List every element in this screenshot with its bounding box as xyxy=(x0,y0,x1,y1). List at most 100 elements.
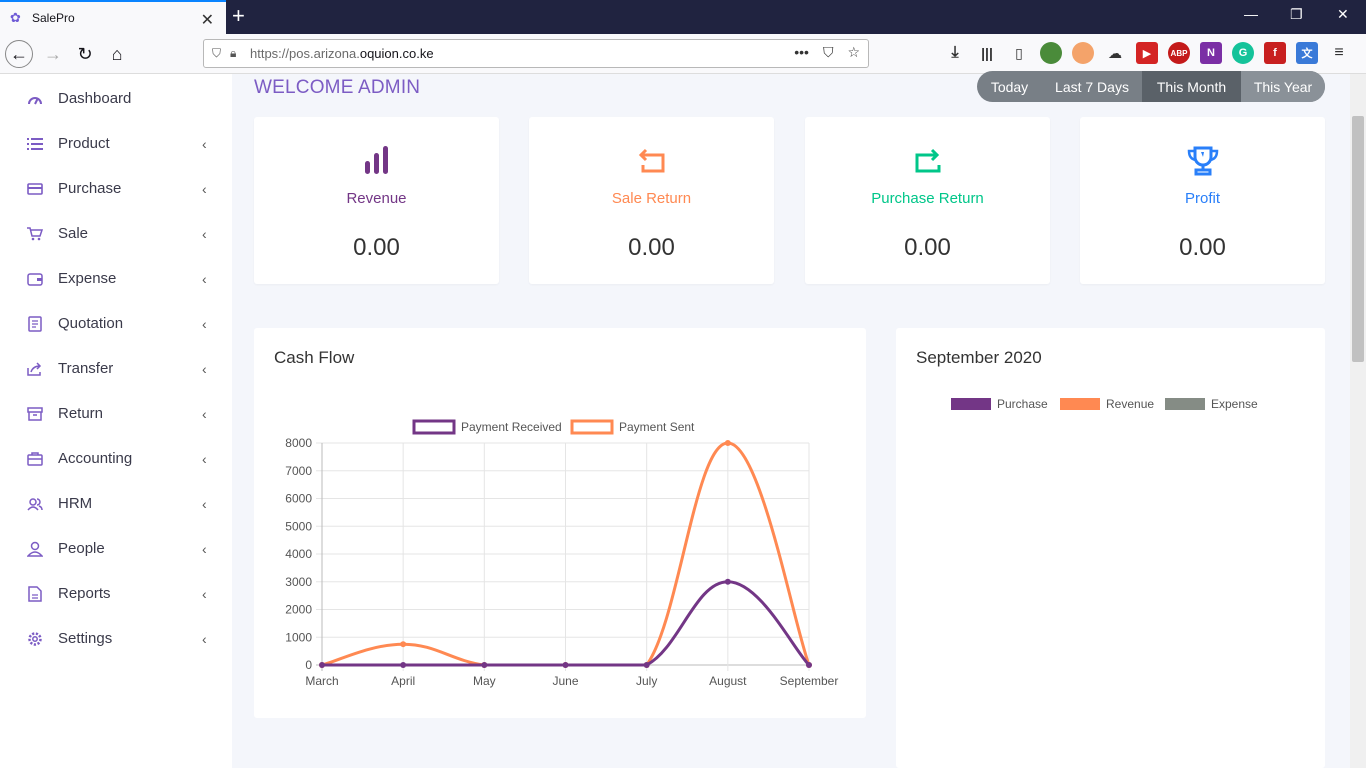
page-scrollbar[interactable] xyxy=(1350,74,1366,768)
page-title: WELCOME ADMIN xyxy=(254,77,421,98)
chevron-left-icon: ‹ xyxy=(202,270,207,287)
sidebar-item-settings[interactable]: Settings ‹ xyxy=(0,616,232,661)
new-tab-icon[interactable]: + xyxy=(232,3,245,28)
y-tick-label: 2000 xyxy=(285,603,312,617)
sidebar-item-purchase[interactable]: Purchase ‹ xyxy=(0,166,232,211)
chevron-left-icon: ‹ xyxy=(202,540,207,557)
legend-revenue[interactable]: Revenue xyxy=(1060,397,1154,411)
back-arrow-icon[interactable]: ← xyxy=(5,40,33,68)
x-tick-label: July xyxy=(636,674,657,688)
y-tick-label: 5000 xyxy=(285,519,312,533)
pocket-icon[interactable]: ⛉ xyxy=(822,44,834,60)
wallet-icon xyxy=(26,270,44,288)
card-title: Profit xyxy=(1184,190,1220,207)
browser-tab[interactable]: ✿ SalePro ✕ xyxy=(0,0,226,34)
bookmark-star-icon[interactable]: ☆ xyxy=(847,44,860,60)
toolbar-extensions: ⤓ ||| ▯ ☁ ▶ ABP N G f 文 ≡ xyxy=(944,42,1350,64)
sidebar-item-accounting[interactable]: Accounting ‹ xyxy=(0,436,232,481)
extension-globe-icon[interactable] xyxy=(1040,42,1062,64)
chevron-left-icon: ‹ xyxy=(202,360,207,377)
page-actions-icon[interactable]: ••• xyxy=(794,44,809,60)
minimize-icon[interactable]: — xyxy=(1244,6,1258,22)
y-tick-label: 1000 xyxy=(285,630,312,644)
library-icon[interactable]: ||| xyxy=(981,45,993,61)
sidebar-item-label: Product xyxy=(58,135,110,152)
sidebar-item-reports[interactable]: Reports ‹ xyxy=(0,571,232,616)
cart-icon xyxy=(26,225,44,243)
card-value: 0.00 xyxy=(353,234,400,261)
box-icon xyxy=(26,405,44,423)
filter-today[interactable]: Today xyxy=(990,78,1029,95)
url-bar[interactable]: ⛉ 🔒︎ https://pos.arizona. oquion.co.ke ••… xyxy=(203,39,869,68)
sidebar-item-dashboard[interactable]: Dashboard xyxy=(0,76,232,121)
sidebar-item-quotation[interactable]: Quotation ‹ xyxy=(0,301,232,346)
sidebar-item-transfer[interactable]: Transfer ‹ xyxy=(0,346,232,391)
sidebar-item-product[interactable]: Product ‹ xyxy=(0,121,232,166)
extension-badge-icon[interactable] xyxy=(1072,42,1094,64)
legend-purchase[interactable]: Purchase xyxy=(951,397,1048,411)
data-point xyxy=(400,641,407,648)
chevron-left-icon: ‹ xyxy=(202,315,207,332)
filter-last-7-days[interactable]: Last 7 Days xyxy=(1055,78,1129,95)
y-tick-label: 0 xyxy=(305,658,312,672)
sidebar-item-expense[interactable]: Expense ‹ xyxy=(0,256,232,301)
forward-arrow-icon[interactable]: → xyxy=(44,43,62,64)
filter-this-month[interactable]: This Month xyxy=(1142,71,1241,102)
y-tick-label: 6000 xyxy=(285,492,312,506)
legend-swatch xyxy=(412,419,456,435)
browser-nav-bar: ← → ↻ ⌂ ⛉ 🔒︎ https://pos.arizona. oquion.… xyxy=(0,34,1366,74)
card-title: Purchase Return xyxy=(871,190,984,207)
revenue-card: Revenue 0.00 xyxy=(254,117,499,284)
restore-icon[interactable]: ❐ xyxy=(1290,6,1303,22)
home-icon[interactable]: ⌂ xyxy=(111,43,123,64)
adblock-icon[interactable]: ABP xyxy=(1168,42,1190,64)
profit-card: Profit 0.00 xyxy=(1080,117,1325,284)
card-title: Sale Return xyxy=(611,190,692,207)
cloud-download-icon[interactable]: ☁ xyxy=(1108,44,1122,61)
x-tick-label: March xyxy=(305,674,338,688)
y-tick-label: 3000 xyxy=(285,575,312,589)
users-icon xyxy=(26,495,44,513)
card-icon xyxy=(26,180,44,198)
translate-icon[interactable]: 文 xyxy=(1296,42,1318,64)
download-icon[interactable]: ⤓ xyxy=(951,44,959,61)
window-close-icon[interactable]: ✕ xyxy=(1337,6,1349,22)
y-tick-label: 8000 xyxy=(285,436,312,450)
scrollbar-thumb[interactable] xyxy=(1352,116,1364,362)
list-icon xyxy=(26,135,44,153)
menu-icon[interactable]: ≡ xyxy=(1334,44,1344,61)
chevron-left-icon: ‹ xyxy=(202,405,207,422)
flash-icon[interactable]: f xyxy=(1264,42,1286,64)
sidebar-item-hrm[interactable]: HRM ‹ xyxy=(0,481,232,526)
sidebar-item-return[interactable]: Return ‹ xyxy=(0,391,232,436)
date-filter-group: Today Last 7 Days This Month This Year xyxy=(977,71,1325,102)
extension-media-icon[interactable]: ▶ xyxy=(1136,42,1158,64)
sidebar-item-label: Quotation xyxy=(58,315,124,332)
chevron-left-icon: ‹ xyxy=(202,450,207,467)
legend-label: Purchase xyxy=(997,397,1048,411)
panel-title: September 2020 xyxy=(916,348,1042,367)
sidebar-item-people[interactable]: People ‹ xyxy=(0,526,232,571)
legend-label: Payment Received xyxy=(461,420,562,434)
grammarly-icon[interactable]: G xyxy=(1232,42,1254,64)
close-tab-icon[interactable]: ✕ xyxy=(200,12,214,29)
data-point xyxy=(724,440,731,446)
cash-flow-chart[interactable]: 8000 7000 6000 5000 4000 3000 2000 1000 0 March Ap… xyxy=(254,328,866,718)
gear-icon xyxy=(26,630,44,648)
browser-tab-bar: ✿ SalePro ✕ + — ❐ ✕ xyxy=(0,0,1366,34)
sidebar-item-sale[interactable]: Sale ‹ xyxy=(0,211,232,256)
legend-swatch xyxy=(951,398,991,410)
sidebar-toggle-icon[interactable]: ▯ xyxy=(1015,44,1023,61)
chevron-left-icon: ‹ xyxy=(202,630,207,647)
data-point xyxy=(400,662,407,668)
onenote-icon[interactable]: N xyxy=(1200,42,1222,64)
legend-expense[interactable]: Expense xyxy=(1165,397,1258,411)
filter-this-year[interactable]: This Year xyxy=(1241,71,1325,102)
legend-swatch xyxy=(1165,398,1205,410)
reload-icon[interactable]: ↻ xyxy=(77,43,93,64)
data-point xyxy=(806,662,812,668)
url-protocol: https://pos.arizona. xyxy=(250,46,360,61)
gauge-icon xyxy=(26,90,44,108)
y-tick-label: 4000 xyxy=(285,547,312,561)
sidebar-item-label: Dashboard xyxy=(58,90,132,107)
